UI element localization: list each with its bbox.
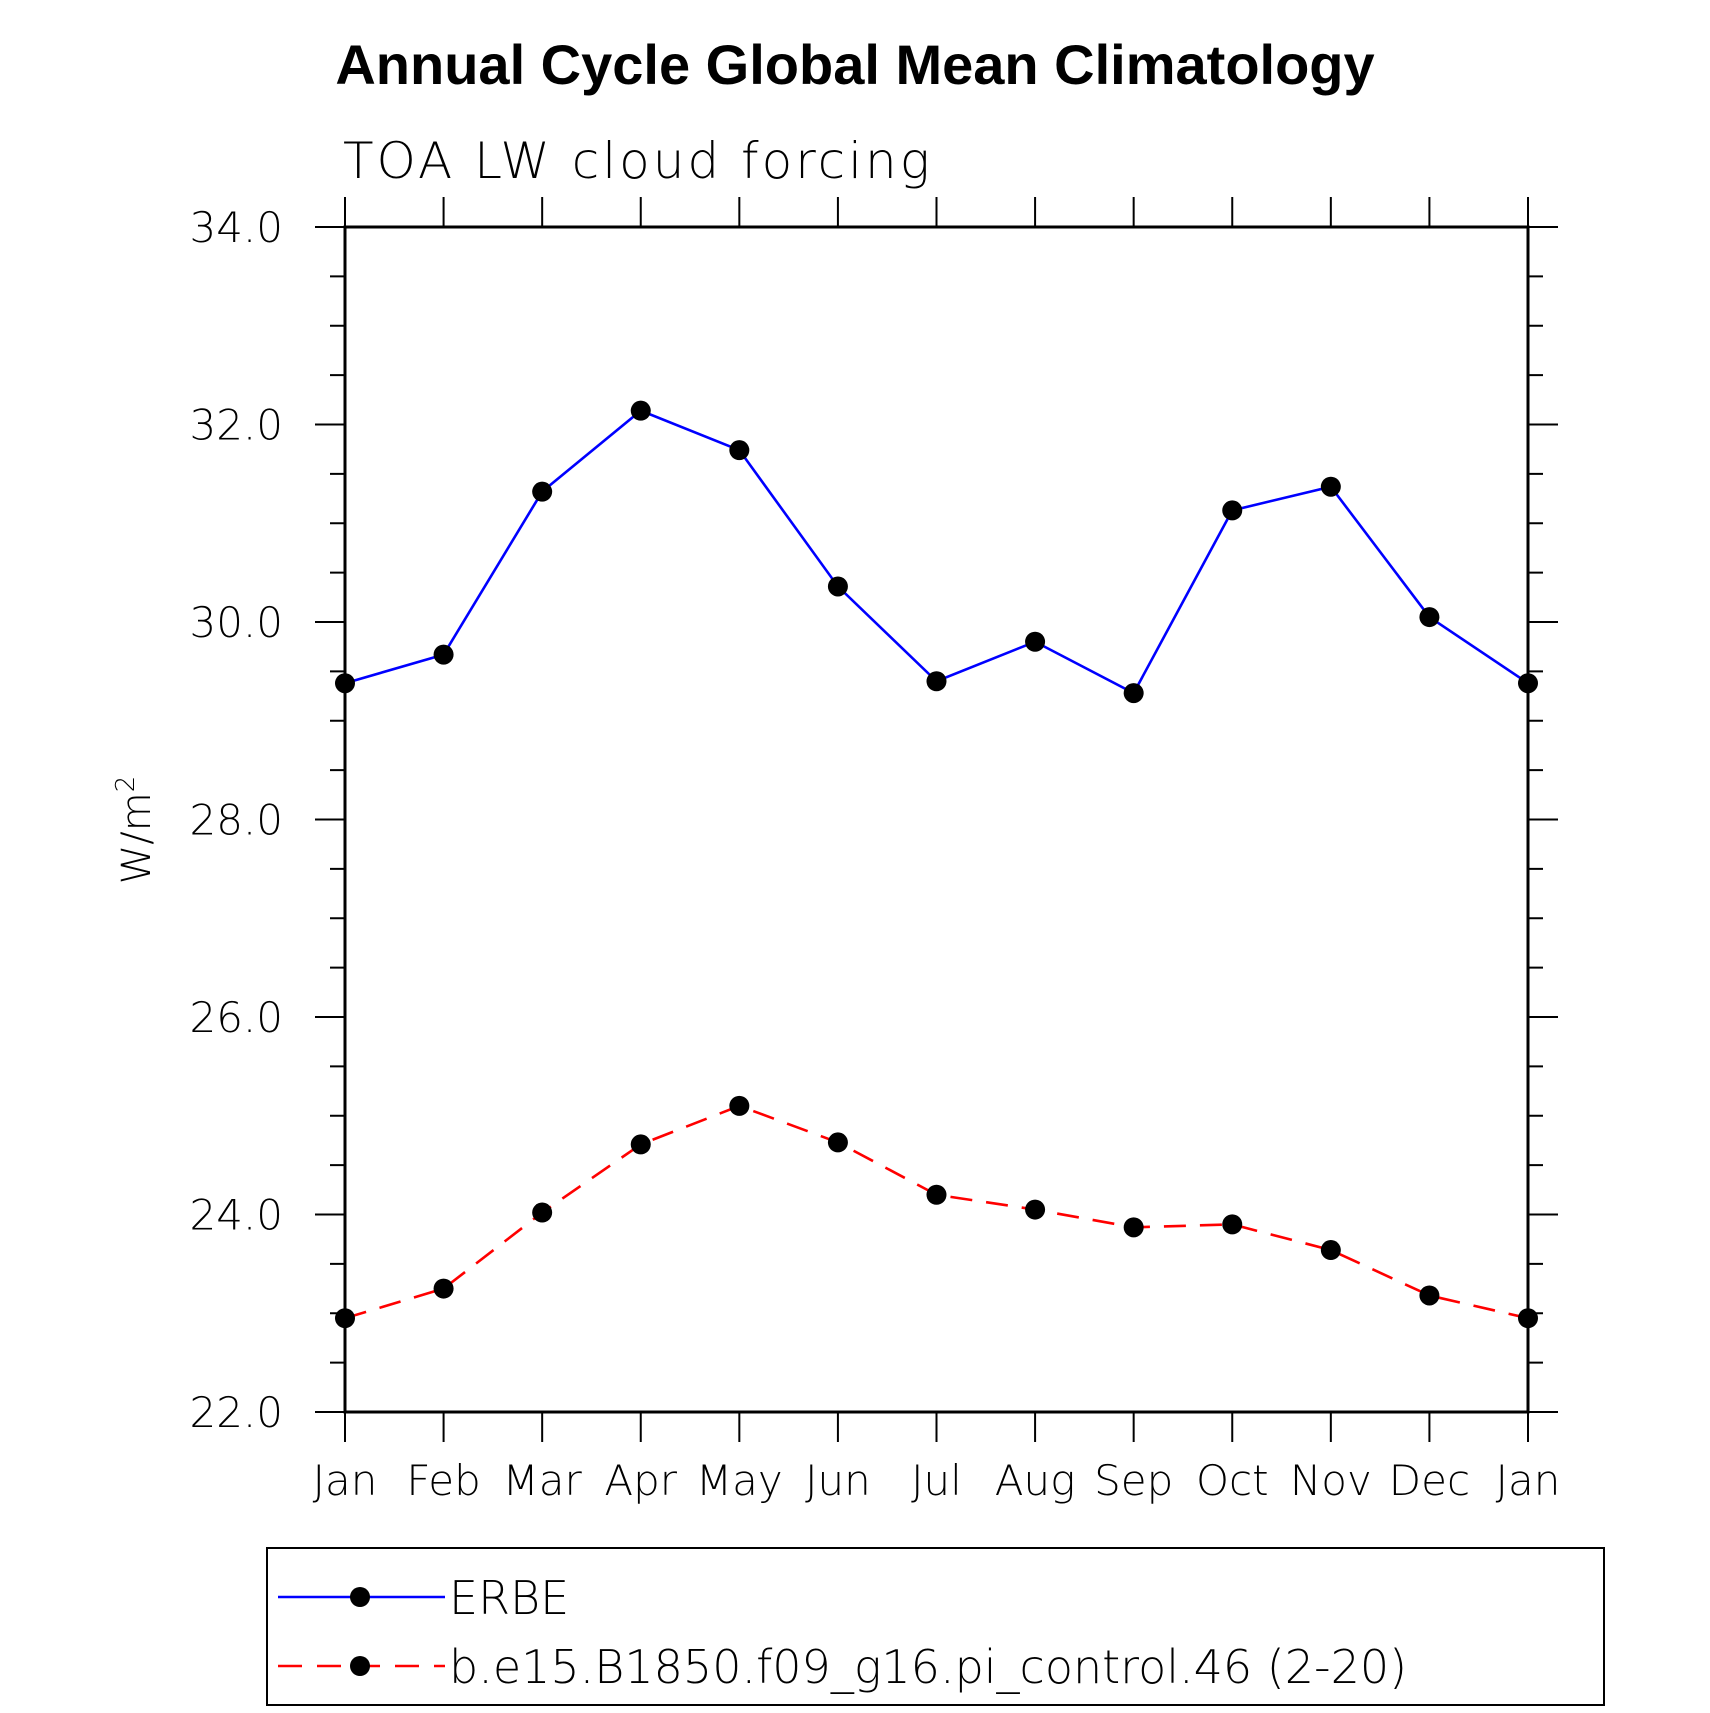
y-axis-label-superscript: 2	[111, 776, 141, 793]
x-tick-label: Oct	[1196, 1456, 1269, 1505]
x-tick-label: Aug	[995, 1456, 1076, 1505]
data-point	[1419, 607, 1440, 628]
y-tick-label: 32.0	[189, 401, 283, 450]
x-tick-label: Nov	[1290, 1456, 1372, 1505]
data-point	[827, 1132, 848, 1153]
legend-marker	[350, 1587, 370, 1607]
data-point	[335, 673, 355, 694]
y-axis-label: W/m2	[111, 776, 160, 885]
y-tick-label: 22.0	[189, 1388, 283, 1437]
y-tick-label: 28.0	[189, 796, 283, 845]
tick-labels: 22.0 24.0 26.0 28.0 30.0 32.0 34.0 Jan Feb Mar Apr…	[189, 203, 1560, 1505]
data-point	[1123, 1217, 1144, 1238]
series-2	[335, 1095, 1538, 1329]
data-point	[1518, 673, 1538, 694]
axes	[315, 197, 1558, 1442]
data-point	[926, 671, 947, 692]
series-layer	[335, 400, 1538, 1329]
data-point	[433, 644, 454, 665]
svg-text:W/m2: W/m2	[111, 776, 160, 885]
legend-marker	[350, 1656, 370, 1676]
x-tick-label: Mar	[503, 1456, 583, 1505]
chart-subtitle: TOA LW cloud forcing	[343, 132, 933, 190]
x-tick-label: Jan	[313, 1456, 378, 1505]
data-point	[1222, 500, 1243, 521]
plot-frame	[343, 225, 1530, 1414]
legend-box	[266, 1547, 1605, 1706]
data-point	[1123, 683, 1144, 704]
series-line	[344, 409, 1529, 695]
x-tick-label: Jun	[805, 1456, 871, 1505]
y-tick-label: 34.0	[189, 203, 283, 252]
x-tick-label: Sep	[1094, 1456, 1173, 1505]
legend-label: ERBE	[449, 1571, 569, 1625]
data-point	[1025, 1199, 1046, 1220]
y-tick-label: 26.0	[189, 993, 283, 1042]
data-point	[1025, 631, 1046, 652]
data-point	[1518, 1308, 1538, 1329]
x-tick-label: Feb	[406, 1456, 480, 1505]
x-tick-label: Jan	[1496, 1456, 1561, 1505]
data-point	[630, 400, 651, 421]
x-tick-label: May	[696, 1456, 783, 1505]
data-point	[630, 1134, 651, 1155]
chart-title: Annual Cycle Global Mean Climatology	[335, 33, 1374, 96]
data-point	[532, 481, 553, 502]
x-tick-label: Jul	[911, 1456, 962, 1505]
data-point	[532, 1202, 553, 1223]
data-point	[1222, 1214, 1243, 1235]
data-point	[729, 440, 750, 461]
legend: ERBE b.e15.B1850.f09_g16.pi_control.46 (2…	[266, 1547, 1605, 1706]
y-tick-label: 30.0	[189, 598, 283, 647]
data-point	[926, 1184, 947, 1205]
data-point	[433, 1278, 454, 1299]
data-point	[1320, 1240, 1341, 1261]
y-tick-label: 24.0	[189, 1191, 283, 1240]
data-point	[335, 1308, 355, 1329]
data-point	[1419, 1285, 1440, 1306]
series-line	[344, 1104, 1529, 1320]
y-axis-label-text: W/m	[114, 792, 160, 884]
data-point	[827, 576, 848, 597]
x-tick-label: Dec	[1389, 1456, 1470, 1505]
legend-label: b.e15.B1850.f09_g16.pi_control.46 (2-20)	[449, 1640, 1407, 1694]
x-tick-label: Apr	[604, 1456, 677, 1505]
series-1	[335, 400, 1538, 704]
data-point	[729, 1095, 750, 1116]
data-point	[1320, 476, 1341, 497]
